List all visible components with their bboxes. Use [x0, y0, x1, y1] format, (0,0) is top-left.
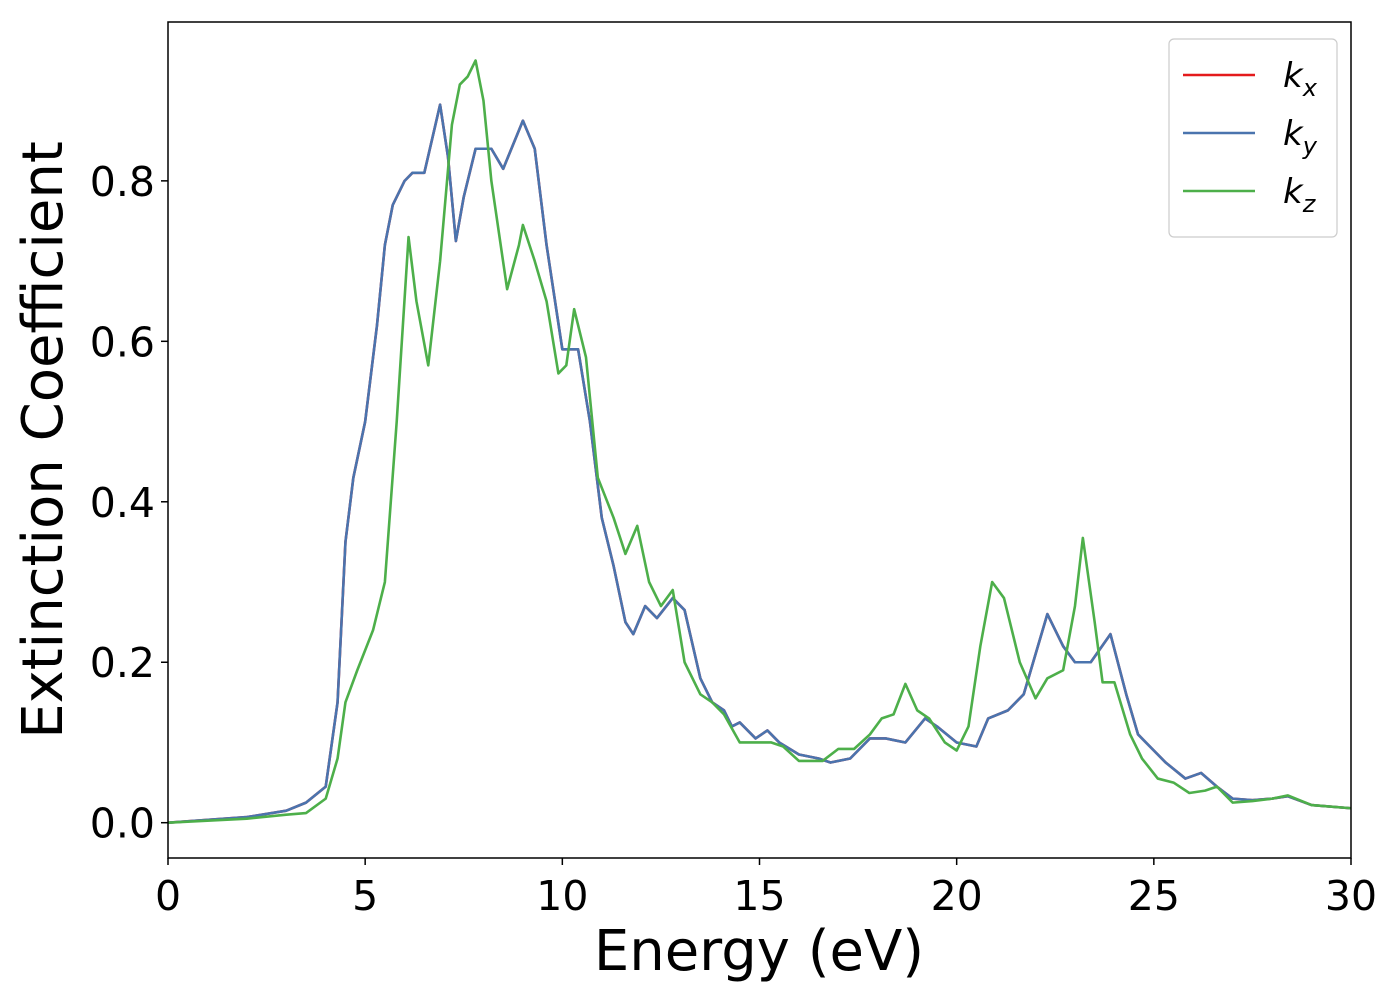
x-tick-label: 0 [155, 872, 181, 920]
y-tick-label: 0.6 [90, 318, 155, 366]
legend-label: ky [1283, 114, 1318, 160]
y-tick-label: 0.8 [90, 158, 155, 206]
x-axis-label: Energy (eV) [594, 919, 924, 984]
legend-label: kz [1283, 172, 1317, 218]
plot-frame [167, 21, 1352, 859]
plot-lines [168, 59, 1351, 824]
x-tick-label: 30 [1325, 872, 1377, 920]
legend-box [1168, 38, 1338, 238]
x-tick-label: 15 [733, 872, 785, 920]
y-tick-label: 0.2 [90, 639, 155, 687]
x-tick-label: 25 [1128, 872, 1180, 920]
line-series [168, 59, 1351, 824]
line-series [168, 103, 1351, 824]
legend-label: kx [1283, 56, 1318, 102]
y-tick-label: 0.0 [90, 800, 155, 848]
y-axis-label: Extinction Coefficient [11, 141, 76, 739]
x-tick-label: 5 [352, 872, 378, 920]
y-tick-label: 0.4 [90, 479, 155, 527]
x-tick-label: 10 [536, 872, 588, 920]
x-tick-label: 20 [931, 872, 983, 920]
